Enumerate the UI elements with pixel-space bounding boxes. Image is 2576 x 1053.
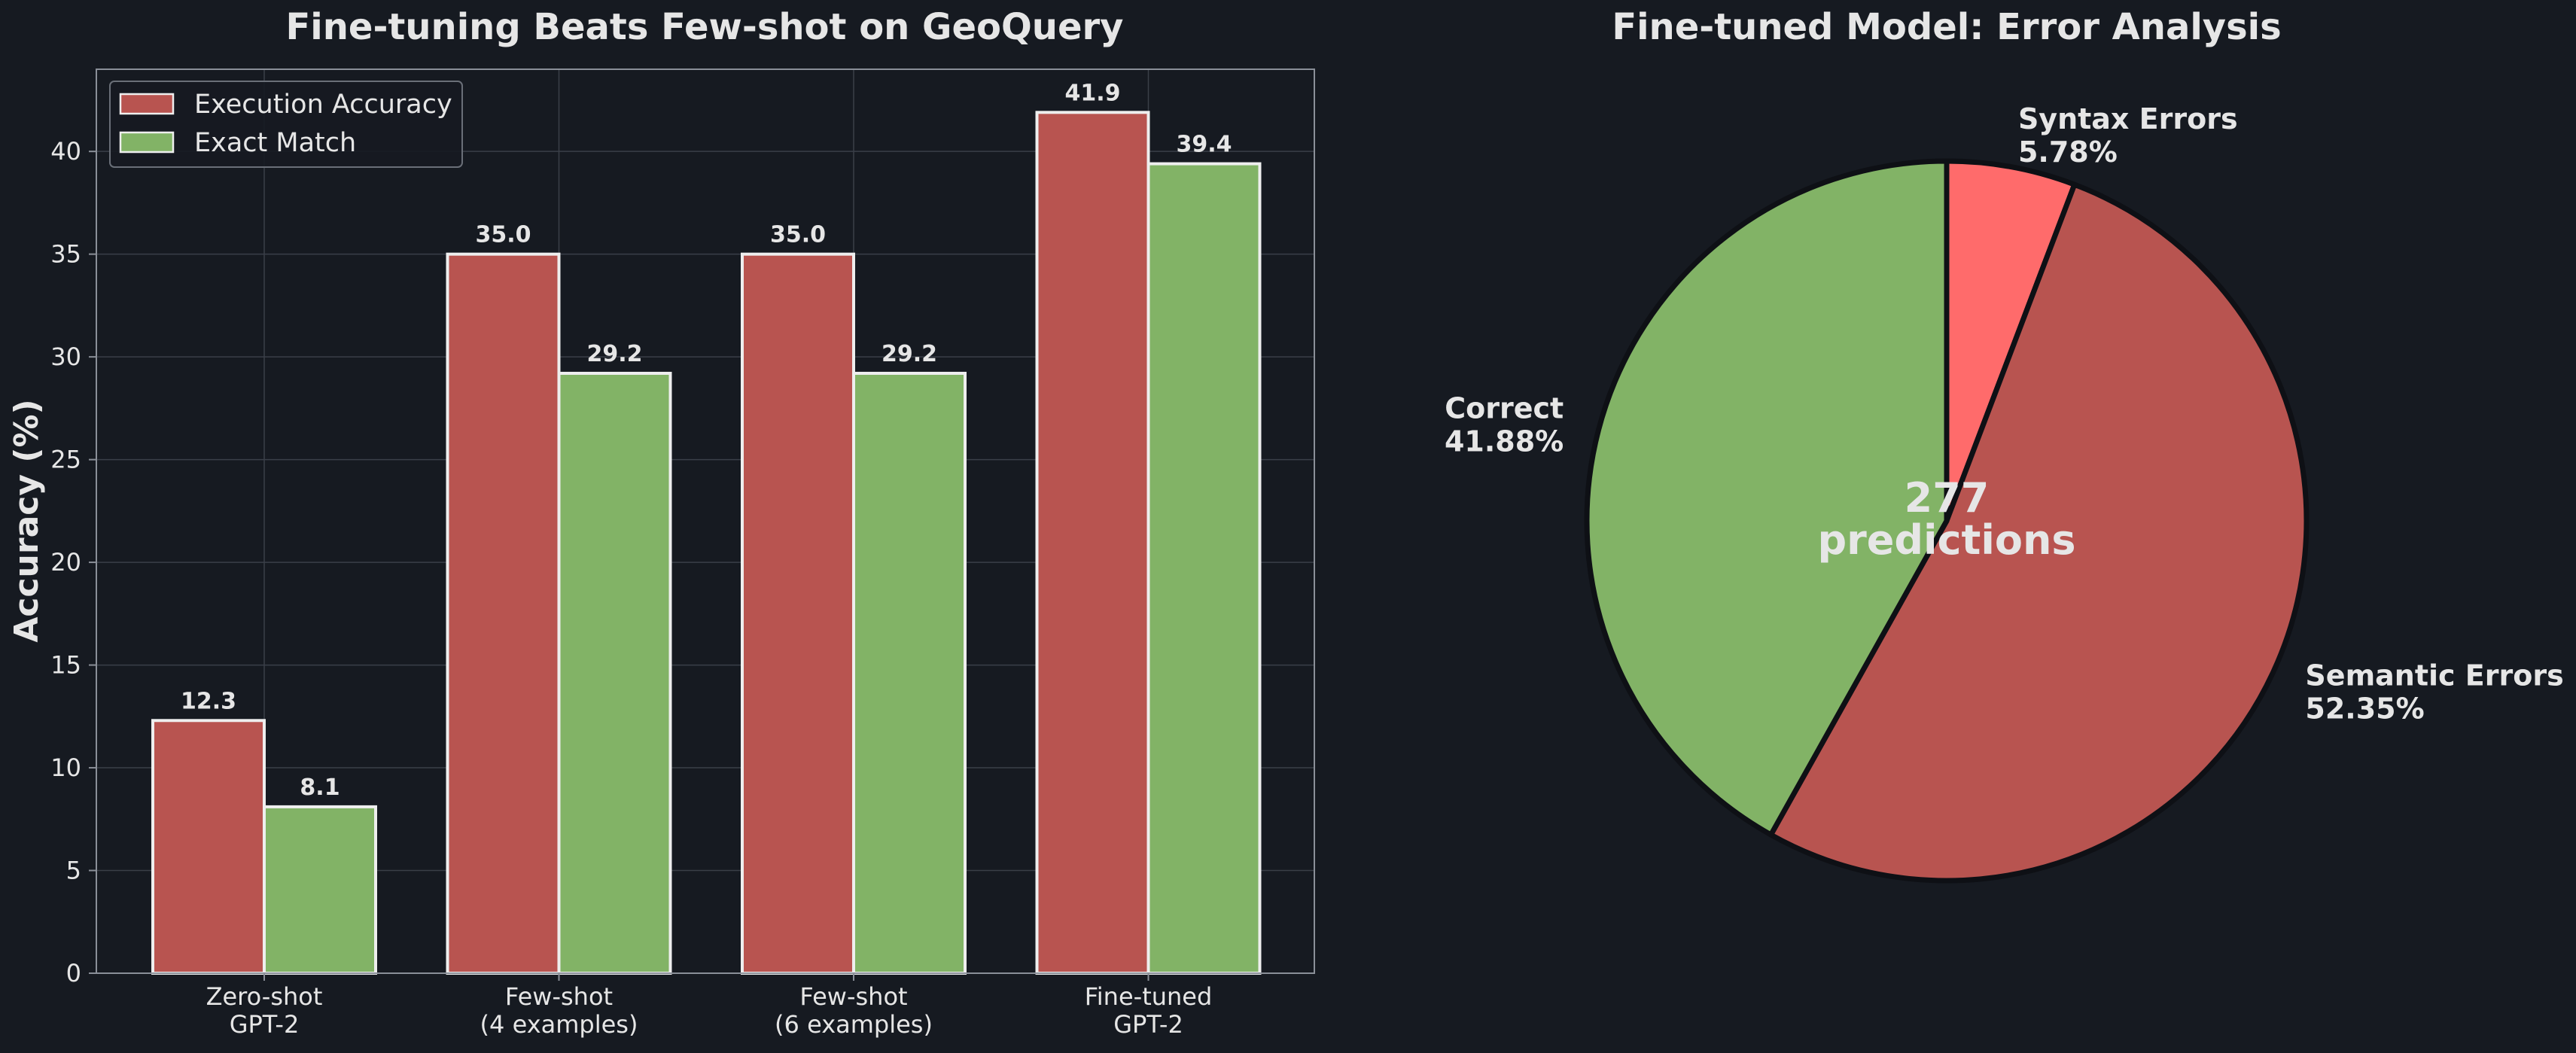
bar-execution-accuracy-3 [1035, 111, 1150, 975]
bar-chart-bars [151, 111, 1262, 975]
bar-execution-accuracy-0 [151, 719, 266, 975]
bar-chart-legend: Execution Accuracy Exact Match [109, 81, 463, 168]
y-tick-label: 5 [66, 857, 81, 885]
legend-label-exact-match: Exact Match [194, 128, 356, 158]
bar-exact-match-2 [852, 371, 967, 975]
y-tick-label: 25 [50, 446, 81, 474]
bar-exact-match-1 [557, 371, 672, 975]
x-tick-label: Few-shot [505, 982, 613, 1011]
pie-slice-correct [1584, 158, 1950, 838]
legend-swatch-execution-accuracy [119, 93, 175, 115]
y-tick-label: 10 [50, 753, 81, 782]
data-label-execution-accuracy-2: 35.0 [770, 222, 826, 248]
bar-chart-y-axis-label: Accuracy (%) [8, 399, 46, 642]
pie-label-semantic-errors: Semantic Errors [2305, 659, 2563, 692]
y-tick-label: 15 [50, 651, 81, 680]
y-tick-label: 20 [50, 548, 81, 577]
pie-pct-correct: 41.88% [1445, 425, 1564, 458]
data-label-exact-match-0: 8.1 [300, 775, 340, 801]
bar-exact-match-3 [1146, 162, 1262, 975]
x-tick-label: Fine-tuned [1085, 982, 1213, 1011]
pie-pct-syntax-errors: 5.78% [2018, 135, 2118, 169]
bar-exact-match-0 [263, 805, 377, 975]
x-tick-label: Few-shot [799, 982, 907, 1011]
pie-center-caption: predictions [1817, 516, 2075, 564]
data-label-exact-match-3: 39.4 [1176, 132, 1232, 158]
y-tick-label: 30 [50, 342, 81, 371]
bar-chart-panel: Fine-tuning Beats Few-shot on GeoQuery 1… [8, 6, 1315, 1039]
y-tick-label: 35 [50, 240, 81, 269]
bar-execution-accuracy-2 [741, 252, 855, 975]
pie-chart-title: Fine-tuned Model: Error Analysis [1612, 6, 2281, 48]
x-tick-label: Zero-shot [206, 982, 323, 1011]
pie-label-syntax-errors: Syntax Errors [2018, 102, 2238, 135]
pie-slice-semantic-errors [1768, 181, 2310, 884]
x-tick-label: (6 examples) [775, 1010, 933, 1039]
bar-chart-data-labels: 12.3 35.0 35.0 41.9 8.1 29.2 29.2 39.4 [181, 80, 1232, 801]
data-label-exact-match-1: 29.2 [586, 341, 642, 367]
y-tick-label: 0 [66, 959, 81, 988]
bar-execution-accuracy-1 [446, 252, 561, 975]
y-tick-label: 40 [50, 137, 81, 166]
bar-chart-y-ticks: 0 5 10 15 20 25 30 35 40 [50, 137, 96, 988]
pie-center-count: 277 [1905, 474, 1990, 522]
x-tick-label: (4 examples) [480, 1010, 638, 1039]
pie-pct-semantic-errors: 52.35% [2305, 692, 2424, 725]
x-tick-label: GPT-2 [230, 1010, 300, 1039]
pie-chart-slices [1584, 158, 2310, 884]
legend-box [109, 81, 463, 168]
bar-chart-title: Fine-tuning Beats Few-shot on GeoQuery [286, 6, 1124, 48]
legend-label-execution-accuracy: Execution Accuracy [194, 90, 452, 120]
data-label-execution-accuracy-1: 35.0 [475, 222, 531, 248]
data-label-execution-accuracy-3: 41.9 [1064, 80, 1120, 106]
pie-label-correct: Correct [1445, 391, 1564, 425]
bar-chart-frame [96, 68, 1315, 974]
legend-swatch-exact-match [119, 131, 175, 154]
data-label-exact-match-2: 29.2 [882, 341, 937, 367]
pie-chart-panel: Fine-tuned Model: Error Analysis Syntax … [1445, 6, 2564, 884]
data-label-execution-accuracy-0: 12.3 [181, 688, 236, 714]
x-tick-label: GPT-2 [1113, 1010, 1183, 1039]
